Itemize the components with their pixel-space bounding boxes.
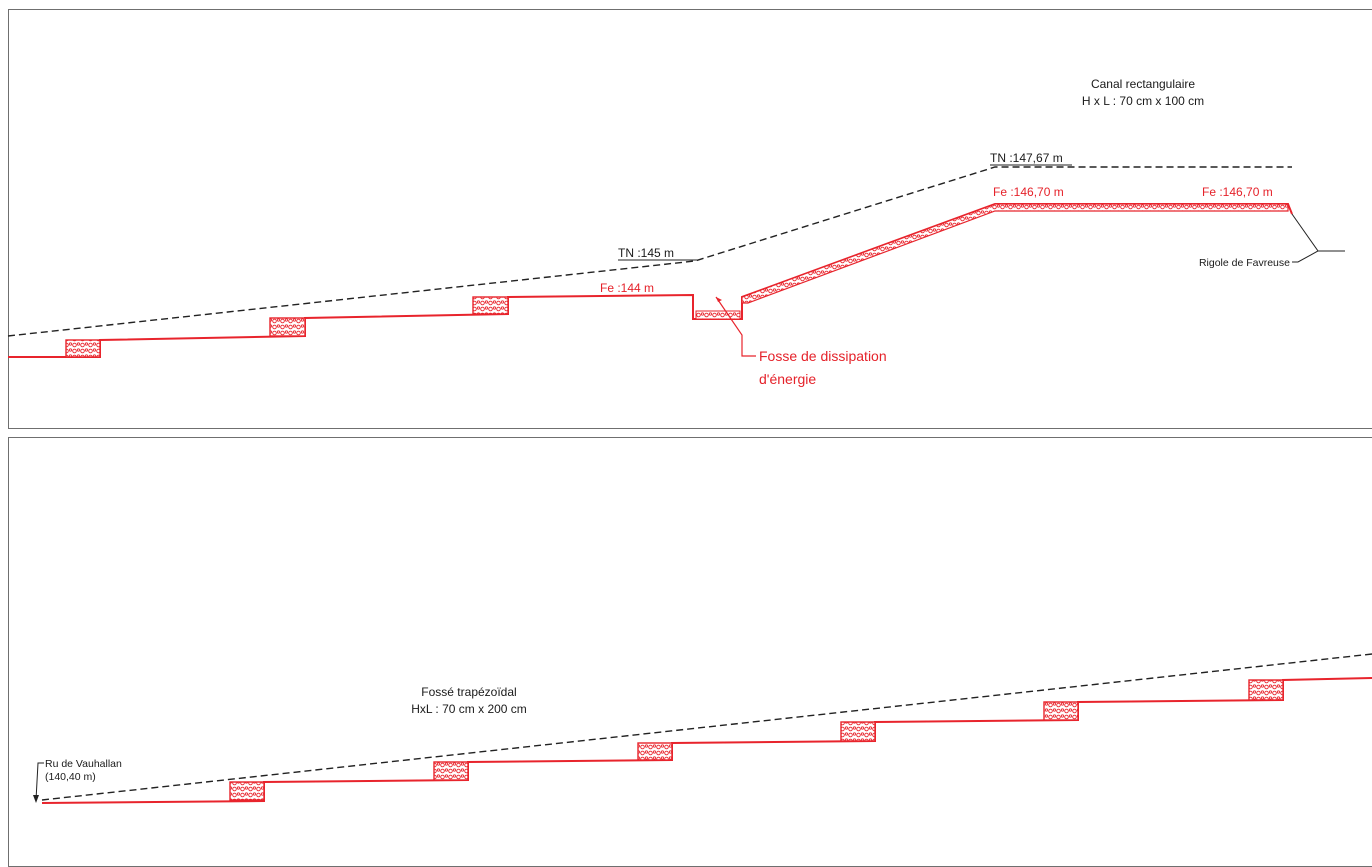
pit-leader-arrow [716, 297, 722, 302]
ditch-dims: HxL : 70 cm x 200 cm [411, 702, 527, 716]
outlet-label: Rigole de Favreuse [1199, 257, 1290, 269]
outlet-leader [1291, 213, 1319, 263]
pit-label-line1: Fosse de dissipation [759, 348, 887, 364]
fe-upper-right-label: Fe :146,70 m [1202, 185, 1273, 199]
step-block [433, 761, 469, 781]
riprap-band [741, 203, 1289, 304]
pit-leader [715, 296, 756, 357]
ru-label-line2: (140,40 m) [45, 771, 96, 783]
step-block [637, 742, 673, 761]
ru-leader [35, 762, 44, 801]
upper-profile-panel [8, 9, 1372, 429]
step-block [840, 721, 876, 742]
canal-dims: H x L : 70 cm x 100 cm [1082, 94, 1204, 108]
step-block [229, 781, 265, 801]
tn-mid-label: TN :145 m [618, 246, 674, 260]
tn-ground-line-top [7, 166, 1292, 337]
step-block [472, 296, 509, 315]
ru-leader-arrow [33, 795, 39, 803]
canal-title: Canal rectangulaire [1091, 77, 1195, 91]
step-block [65, 339, 101, 358]
fe-upper-left-label: Fe :146,70 m [993, 185, 1064, 199]
tn-ground-line-bottom [41, 653, 1372, 801]
step-block [1248, 679, 1284, 701]
fe-lower-label: Fe :144 m [600, 281, 654, 295]
tn-upper-label: TN :147,67 m [990, 151, 1063, 165]
ru-label-line1: Ru de Vauhallan [45, 758, 122, 770]
ditch-title: Fossé trapézoïdal [421, 685, 516, 699]
step-block [1043, 701, 1079, 721]
pit-label-line2: d'énergie [759, 371, 816, 387]
pit-riprap [695, 310, 741, 320]
step-block [269, 317, 306, 337]
